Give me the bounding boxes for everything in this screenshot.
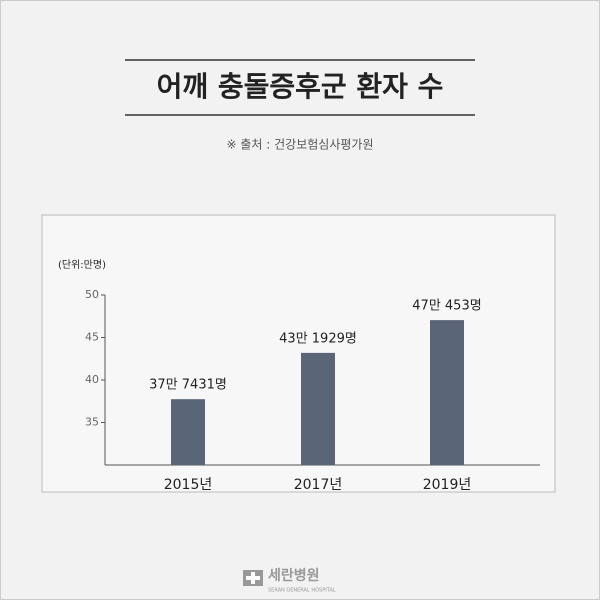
logo	[243, 570, 263, 586]
chart-subtitle: ※ 출처 : 건강보험심사평가원	[227, 138, 374, 152]
y-tick-label: 45	[85, 331, 99, 344]
y-tick-label: 35	[85, 416, 99, 429]
x-tick-label: 2017년	[294, 477, 343, 493]
bar	[430, 320, 464, 465]
plot-box	[41, 214, 556, 493]
footer-name: 세란병원	[268, 567, 320, 584]
value-label: 43만 1929명	[279, 331, 357, 346]
unit-label: (단위:만명)	[58, 258, 106, 271]
chart-title: 어깨 충돌증후군 환자 수	[157, 70, 444, 103]
y-tick-label: 50	[85, 288, 99, 301]
footer-name-en: SERAN GENERAL HOSPITAL	[268, 588, 336, 594]
x-tick-label: 2015년	[164, 477, 213, 493]
value-label: 37만 7431명	[149, 378, 227, 393]
value-label: 47만 453명	[412, 299, 481, 314]
x-tick-label: 2019년	[423, 477, 472, 493]
bar	[171, 399, 205, 465]
bar	[301, 352, 335, 465]
y-tick-label: 40	[85, 373, 99, 386]
